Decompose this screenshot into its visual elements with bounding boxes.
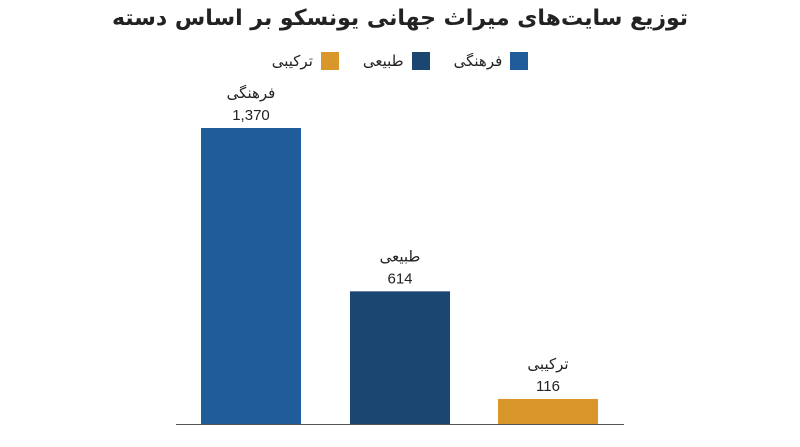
value-label-cultural: 1,370 bbox=[232, 107, 270, 124]
value-label-mixed: 116 bbox=[536, 378, 560, 395]
legend: فرهنگی طبیعی ترکیبی bbox=[0, 52, 800, 70]
bar-natural bbox=[350, 291, 450, 424]
legend-swatch-mixed bbox=[320, 52, 339, 70]
legend-item-natural: طبیعی bbox=[363, 52, 430, 70]
chart-title: توزیع سایت‌های میراث جهانی یونسکو بر اسا… bbox=[111, 6, 689, 31]
legend-label-mixed: ترکیبی bbox=[271, 52, 313, 70]
legend-swatch-cultural bbox=[510, 52, 529, 70]
legend-item-mixed: ترکیبی bbox=[272, 52, 339, 70]
category-label-mixed: ترکیبی bbox=[527, 355, 568, 373]
legend-item-cultural: فرهنگی bbox=[454, 52, 529, 70]
bar-cultural bbox=[201, 128, 301, 424]
legend-label-natural: طبیعی bbox=[362, 52, 404, 70]
value-label-natural: 614 bbox=[387, 270, 412, 287]
category-label-natural: طبیعی bbox=[380, 247, 421, 265]
bar-mixed bbox=[498, 398, 598, 424]
category-label-cultural: فرهنگی bbox=[227, 84, 276, 102]
legend-label-cultural: فرهنگی bbox=[453, 52, 503, 70]
legend-swatch-natural bbox=[411, 52, 430, 70]
